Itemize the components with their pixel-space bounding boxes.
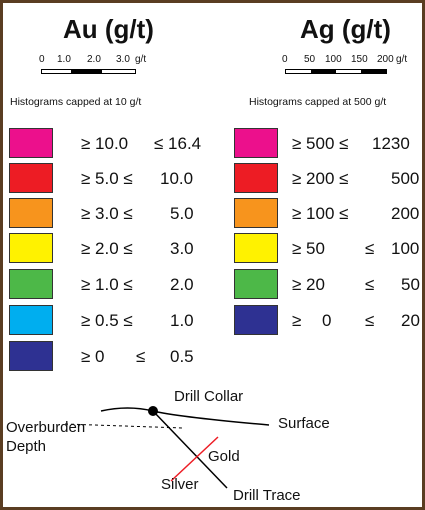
- au-scale-2: 2.0: [87, 54, 101, 65]
- ag-label-5: ≥ 20 ≤ 50: [292, 275, 420, 294]
- au-swatch-3: [9, 198, 53, 228]
- ag-scale-1: 50: [304, 54, 316, 65]
- surface-line: [100, 407, 270, 426]
- au-caption: Histograms capped at 10 g/t: [10, 96, 142, 108]
- au-swatch-2: [9, 163, 53, 193]
- gold-silver-line: [170, 436, 219, 482]
- au-title: Au (g/t): [63, 14, 154, 44]
- au-swatch-7: [9, 341, 53, 371]
- ag-scale-0: 0: [282, 54, 288, 65]
- ag-label-1: ≥ 500 ≤ 1230: [292, 134, 410, 153]
- ag-label-4: ≥ 50 ≤ 100: [292, 239, 420, 258]
- ag-scale-2: 100: [325, 54, 342, 65]
- au-label-7: ≥ 0 ≤ 0.5: [81, 347, 194, 366]
- ag-scale-4: 200: [377, 54, 394, 65]
- au-label-3: ≥ 3.0 ≤ 5.0: [81, 204, 194, 223]
- drill-trace-line: [152, 410, 228, 489]
- au-swatch-4: [9, 233, 53, 263]
- ag-caption: Histograms capped at 500 g/t: [249, 96, 387, 108]
- drill-diagram-lines: [64, 406, 270, 489]
- ag-title: Ag (g/t): [300, 14, 391, 44]
- ag-swatch-3: [234, 198, 278, 228]
- au-swatch-6: [9, 305, 53, 335]
- au-label-1: ≥ 10.0 ≤ 16.4: [81, 134, 202, 153]
- ag-swatch-1: [234, 128, 278, 158]
- ag-swatch-5: [234, 269, 278, 299]
- au-swatch-1: [9, 128, 53, 158]
- overburden-label: Overburden: [6, 419, 86, 436]
- ag-swatch-2: [234, 163, 278, 193]
- drill-trace-label: Drill Trace: [233, 487, 301, 504]
- ag-scale-bar: [285, 69, 387, 74]
- drill-collar-label: Drill Collar: [174, 388, 244, 405]
- au-swatch-5: [9, 269, 53, 299]
- ag-scale-labels: 0 50 100 150 200 g/t: [275, 54, 425, 66]
- au-label-2: ≥ 5.0 ≤ 10.0: [81, 169, 194, 188]
- au-label-4: ≥ 2.0 ≤ 3.0: [81, 239, 194, 258]
- au-scale-1: 1.0: [57, 54, 71, 65]
- ag-scale-3: 150: [351, 54, 368, 65]
- au-scale-unit: g/t: [135, 54, 147, 65]
- ag-swatch-4: [234, 233, 278, 263]
- ag-scale-unit: g/t: [396, 54, 408, 65]
- au-label-6: ≥ 0.5 ≤ 1.0: [81, 311, 194, 330]
- silver-label: Silver: [161, 476, 199, 493]
- overburden-line: [64, 423, 184, 429]
- au-scale-bar: [41, 69, 136, 74]
- drill-collar-marker: [148, 406, 158, 416]
- ag-swatch-6: [234, 305, 278, 335]
- drill-diagram: Drill Collar Surface Overburden Depth Go…: [3, 381, 425, 509]
- au-scale-3: 3.0: [116, 54, 130, 65]
- surface-label: Surface: [278, 415, 330, 432]
- au-scale-labels: 0 1.0 2.0 3.0 g/t: [33, 54, 183, 66]
- depth-label: Depth: [6, 438, 47, 455]
- au-scale-0: 0: [39, 54, 45, 65]
- au-label-5: ≥ 1.0 ≤ 2.0: [81, 275, 194, 294]
- ag-label-6: ≥ 0 ≤ 20: [292, 311, 420, 330]
- ag-label-2: ≥ 200 ≤ 500: [292, 169, 420, 188]
- gold-label: Gold: [208, 448, 240, 465]
- ag-label-3: ≥ 100 ≤ 200: [292, 204, 420, 223]
